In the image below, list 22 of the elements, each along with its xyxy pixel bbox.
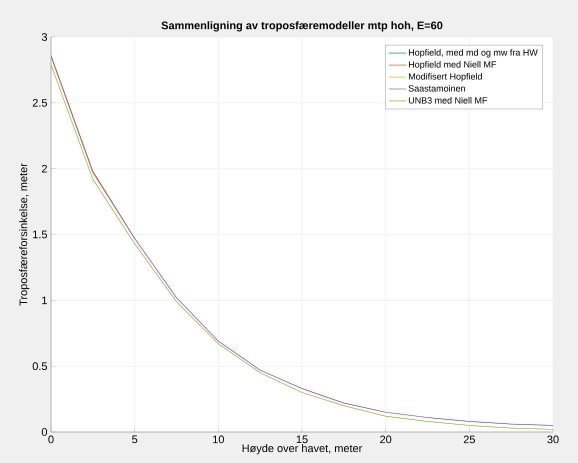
chart-title: Sammenligning av troposfæremodeller mtp hoh, E=60 (161, 21, 442, 32)
y-tick-label: 2 (42, 164, 47, 172)
y-tick-label: 3 (42, 33, 47, 41)
x-tick-label: 30 (547, 436, 559, 444)
y-axis-title: Troposfæreforsinkelse, meter (19, 163, 30, 306)
x-tick-label: 0 (48, 436, 54, 444)
x-axis-title: Høyde over havet, meter (242, 444, 362, 454)
x-tick-label: 20 (380, 436, 392, 444)
x-tick-label: 10 (213, 436, 224, 444)
y-tick-label: 1.5 (33, 230, 48, 238)
y-tick-label: 1 (42, 296, 47, 304)
legend-label: UNB3 med Niell MF (408, 96, 488, 104)
legend-label: Hopfield, med md og mw fra HW (408, 49, 538, 58)
x-tick-label: 15 (296, 436, 308, 444)
legend-label: Hopfield med Niell MF (408, 61, 496, 70)
y-tick-label: 0 (42, 428, 48, 436)
legend-label: Saastamoinen (408, 85, 465, 92)
y-tick-label: 2.5 (32, 98, 48, 107)
y-tick-label: 0.5 (32, 362, 48, 370)
x-tick-label: 5 (132, 436, 138, 444)
legend-label: Modifisert Hopfield (408, 73, 482, 82)
x-tick-label: 25 (464, 436, 475, 444)
